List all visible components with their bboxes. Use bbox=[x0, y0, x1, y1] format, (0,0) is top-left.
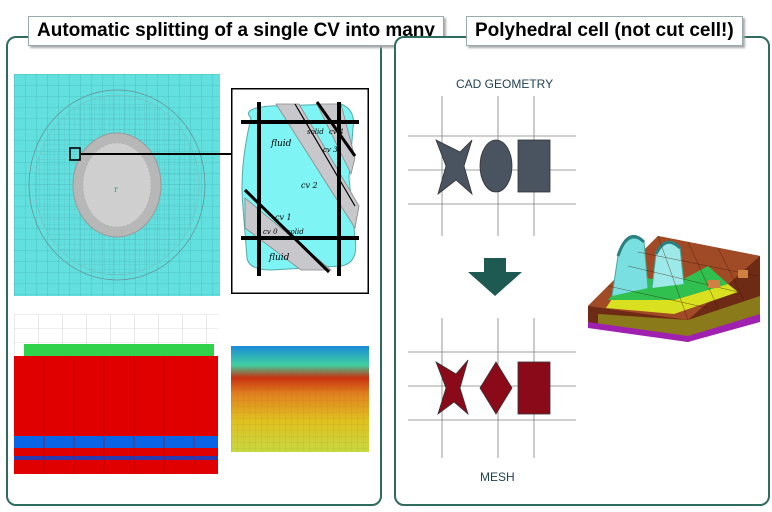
mesh-diamond-shape bbox=[479, 361, 513, 415]
zoom-label-cv1: cv 1 bbox=[275, 213, 292, 222]
polyhedral-mesh-render bbox=[588, 234, 760, 342]
rectangle-shape bbox=[517, 139, 551, 193]
zoom-connector-line bbox=[80, 153, 232, 155]
right-panel-title: Polyhedral cell (not cut cell!) bbox=[466, 16, 743, 46]
mesh-figure bbox=[408, 318, 576, 458]
cad-geometry-label: CAD GEOMETRY bbox=[456, 77, 554, 91]
ellipse-shape bbox=[479, 139, 513, 193]
zoom-label-solid-top: solid bbox=[307, 128, 324, 136]
svg-text:r: r bbox=[114, 185, 118, 194]
cv-zoom-box: fluid solid cv 4 cv 3 cv 2 cv 1 cv 0 sol… bbox=[231, 88, 369, 294]
layered-mesh-image bbox=[14, 314, 218, 474]
zoom-label-cv3: cv 3 bbox=[323, 146, 338, 154]
mesh-label: MESH bbox=[480, 470, 515, 484]
zoom-label-cv4: cv 4 bbox=[329, 128, 344, 136]
zoom-label-fluid-bottom: fluid bbox=[268, 253, 290, 263]
zoom-label-cv2: cv 2 bbox=[301, 181, 318, 190]
mesh-rectangle-shape bbox=[517, 361, 551, 415]
zoom-label-fluid-top: fluid bbox=[270, 139, 292, 149]
mesh-star-shape bbox=[435, 359, 469, 416]
zoom-label-cv0: cv 0 bbox=[263, 228, 278, 236]
down-arrow bbox=[468, 258, 522, 296]
zoom-label-solid-bottom: solid bbox=[287, 228, 304, 236]
left-panel-title: Automatic splitting of a single CV into … bbox=[28, 16, 444, 46]
cv-mesh-image: r bbox=[14, 74, 220, 296]
thermal-contour-image bbox=[231, 346, 369, 452]
star-shape bbox=[435, 139, 473, 196]
cad-geometry-figure bbox=[408, 96, 576, 236]
